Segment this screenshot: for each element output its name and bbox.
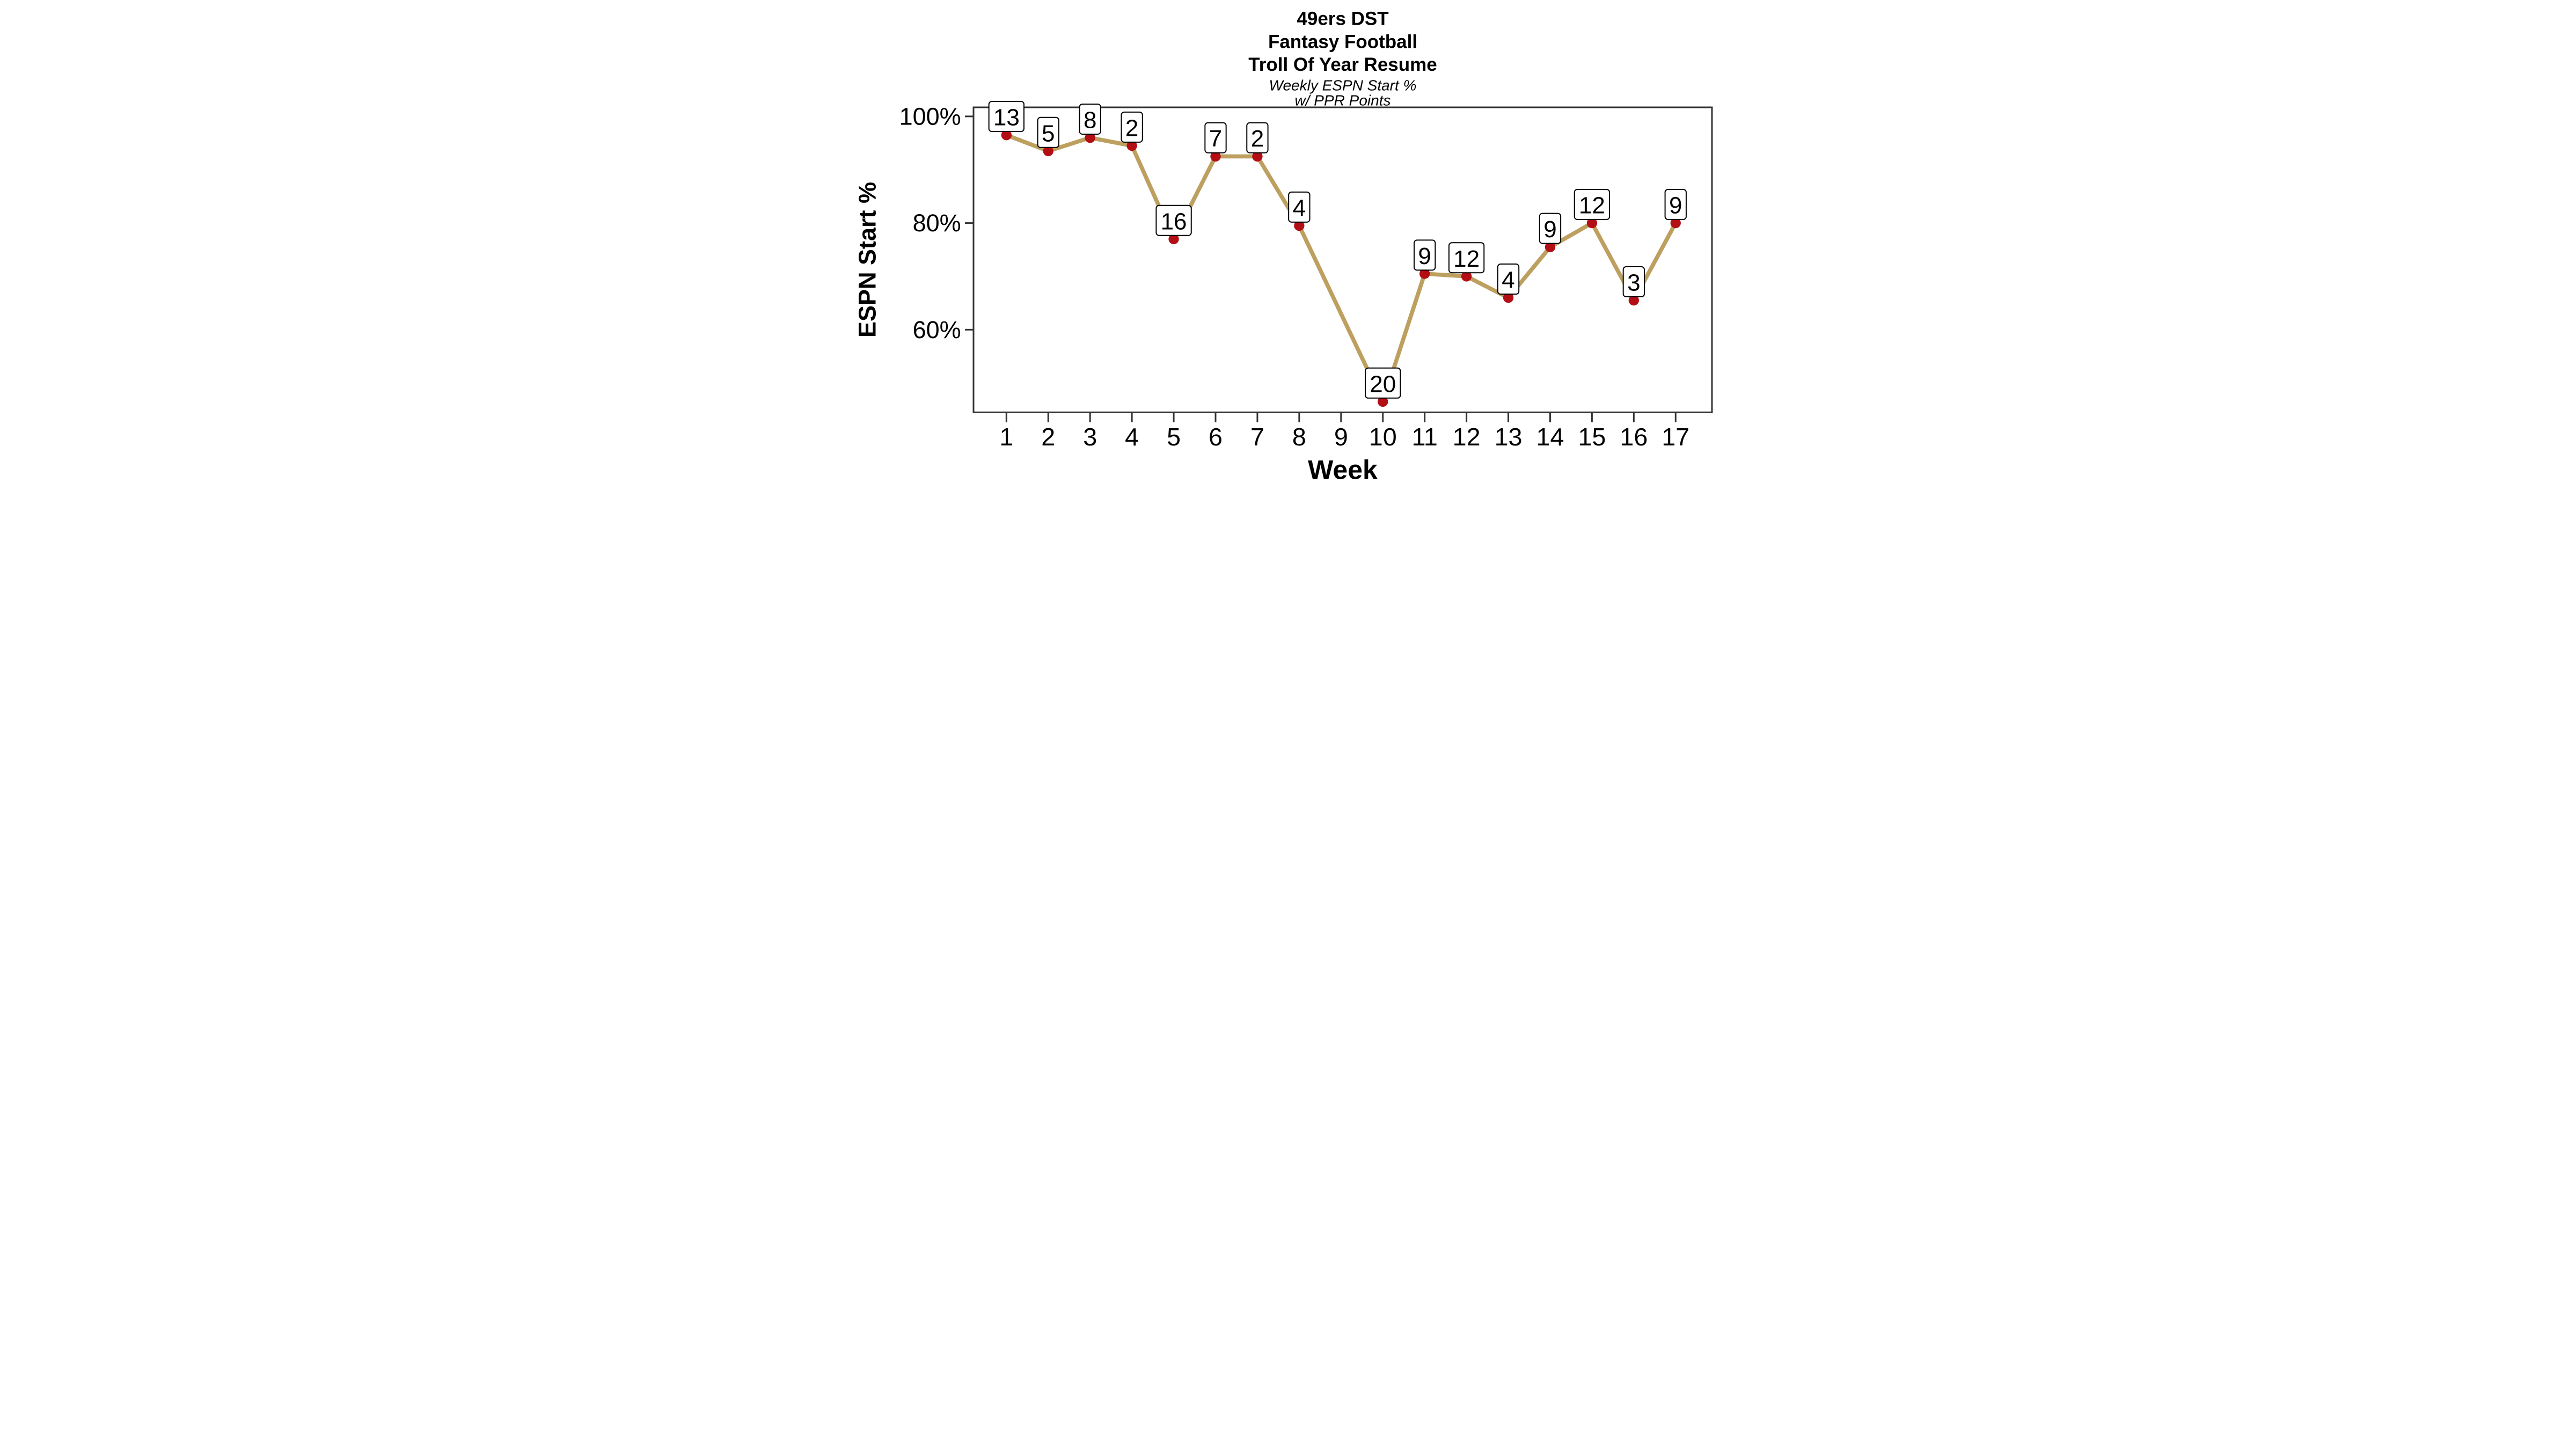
x-tick-label: 15 <box>1578 423 1606 451</box>
x-tick-label: 11 <box>1411 423 1437 451</box>
y-tick-label: 80% <box>913 209 961 237</box>
chart-title-line-2: Fantasy Football <box>1268 31 1417 52</box>
point-label-box <box>1448 242 1485 274</box>
data-point-marker <box>1168 233 1179 245</box>
point-label-box <box>1574 188 1611 220</box>
chart-title-line-3: Troll Of Year Resume <box>1248 54 1437 75</box>
y-tick-label: 100% <box>899 103 961 130</box>
point-label-box <box>1622 266 1645 298</box>
point-label-text: 2 <box>1251 126 1264 152</box>
point-label-text: 7 <box>1209 126 1222 152</box>
point-label-text: 9 <box>1543 216 1556 243</box>
point-label-text: 5 <box>1042 120 1055 147</box>
point-label-text: 12 <box>1453 246 1480 272</box>
x-tick-label: 8 <box>1292 423 1306 451</box>
point-labels: 13 5 8 2 16 7 2 4 20 9 12 4 9 12 3 9 <box>988 101 1687 399</box>
data-point-marker <box>1001 130 1012 141</box>
point-label-box <box>1497 264 1520 295</box>
x-tick-label: 14 <box>1536 423 1564 451</box>
data-point-marker <box>1294 220 1305 231</box>
chart-subtitle-line-1: Weekly ESPN Start % <box>1269 77 1417 93</box>
point-label-box <box>1246 122 1269 153</box>
data-point-marker <box>1252 151 1263 162</box>
x-tick-label: 17 <box>1662 423 1689 451</box>
point-label-text: 13 <box>993 105 1020 131</box>
x-tick-label: 1 <box>999 423 1013 451</box>
x-tick-label: 5 <box>1167 423 1181 451</box>
x-tick-label: 3 <box>1083 423 1097 451</box>
x-tick-label: 7 <box>1250 423 1264 451</box>
x-tick-label: 10 <box>1369 423 1397 451</box>
x-tick-label: 13 <box>1495 423 1523 451</box>
chart-subtitle-line-2: w/ PPR Points <box>1295 92 1391 109</box>
point-label-text: 2 <box>1125 115 1138 141</box>
data-point-marker <box>1628 295 1639 306</box>
point-label-text: 4 <box>1293 195 1306 221</box>
chart: 100% 80% 60% 1 2 3 4 5 6 7 8 9 10 11 12 13 14 15 16 17 13 5… <box>859 0 1717 483</box>
point-label-box <box>1365 367 1401 399</box>
point-label-box <box>1155 204 1192 236</box>
point-label-box <box>1204 122 1227 153</box>
x-tick-label: 12 <box>1453 423 1481 451</box>
point-label-box <box>1121 111 1143 143</box>
data-point-marker <box>1503 292 1514 303</box>
point-label-text: 9 <box>1669 192 1682 218</box>
y-tick-label: 60% <box>913 316 961 343</box>
point-label-text: 9 <box>1418 243 1431 269</box>
point-label-box <box>1037 116 1059 148</box>
point-label-box <box>1414 239 1436 271</box>
x-axis: 1 2 3 4 5 6 7 8 9 10 11 12 13 14 15 16 17 <box>999 412 1689 451</box>
point-label-text: 20 <box>1370 371 1396 397</box>
point-label-box <box>1539 213 1562 244</box>
data-point-marker <box>1461 271 1472 282</box>
data-point-marker <box>1586 217 1598 229</box>
data-point-markers <box>1001 130 1681 407</box>
point-label-box <box>1288 191 1311 223</box>
data-point-marker <box>1419 268 1430 279</box>
x-tick-label: 2 <box>1041 423 1055 451</box>
y-axis: 100% 80% 60% <box>899 103 974 343</box>
point-label-text: 4 <box>1502 267 1514 294</box>
y-axis-title: ESPN Start % <box>859 182 881 338</box>
plot-border <box>972 106 1713 413</box>
x-tick-label: 16 <box>1620 423 1648 451</box>
point-label-text: 8 <box>1084 107 1096 133</box>
x-tick-label: 9 <box>1334 423 1348 451</box>
line-chart-canvas: 100%80%60% 1 2 3 4 5 6 7 8 9 10 11 12 13 14 15 16 17 135… <box>859 0 1717 483</box>
point-label-text: 12 <box>1579 192 1605 218</box>
point-label-box <box>988 101 1024 132</box>
data-point-marker <box>1126 140 1137 151</box>
data-point-marker <box>1085 132 1095 143</box>
point-label-text: 3 <box>1627 270 1640 296</box>
data-point-marker <box>1378 396 1388 407</box>
x-tick-label: 6 <box>1209 423 1223 451</box>
trend-line <box>1005 133 1678 404</box>
x-tick-label: 4 <box>1125 423 1139 451</box>
data-point-marker <box>1043 145 1053 157</box>
x-axis-title: Week <box>1308 455 1378 483</box>
point-label-box <box>1664 188 1687 220</box>
point-label-text: 16 <box>1161 208 1187 235</box>
data-point-marker <box>1670 217 1681 229</box>
chart-title-line-1: 49ers DST <box>1297 9 1388 30</box>
point-label-box <box>1079 103 1101 135</box>
data-point-marker <box>1545 241 1556 252</box>
data-point-marker <box>1210 151 1221 162</box>
